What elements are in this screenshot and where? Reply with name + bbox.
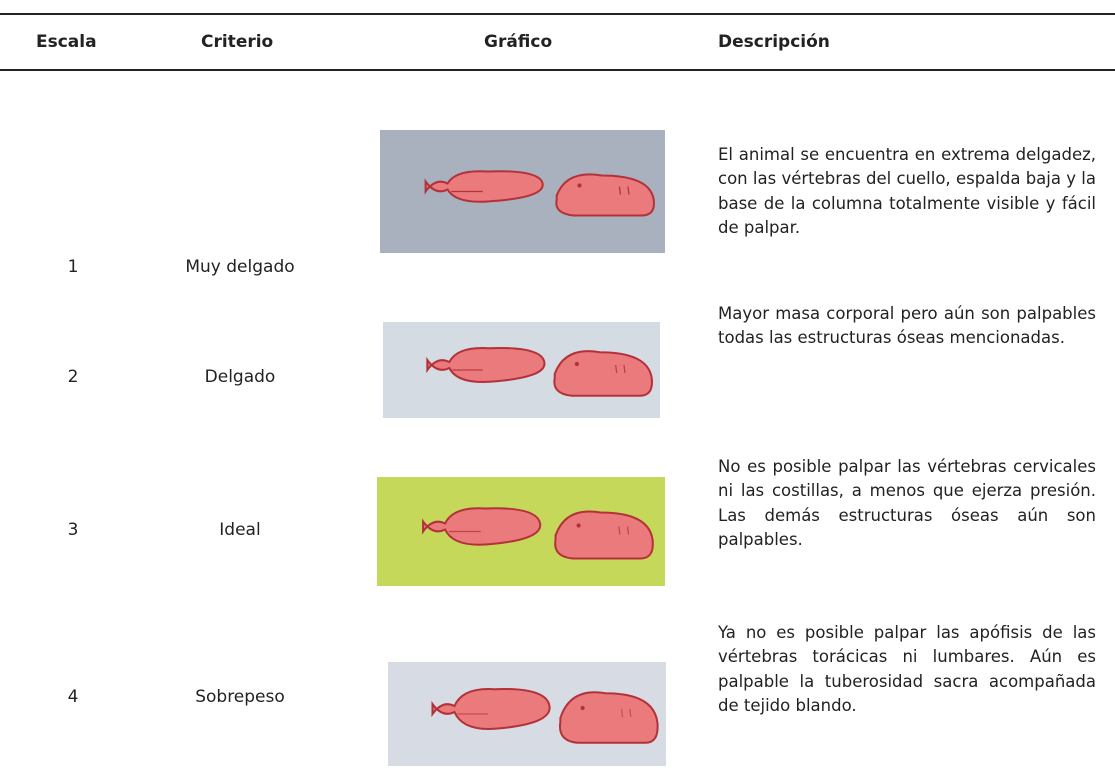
- top-rule: [0, 13, 1115, 15]
- graphic: [383, 322, 660, 418]
- description-cell: Ya no es posible palpar las apófisis de …: [718, 623, 1096, 715]
- column-header: Gráfico: [484, 32, 553, 52]
- scale-cell: 2: [67, 367, 79, 387]
- description-cell: El animal se encuentra en extrema delgad…: [718, 145, 1096, 237]
- header-rule: [0, 69, 1115, 71]
- graphic: [380, 130, 665, 253]
- scale-cell: 4: [67, 687, 79, 707]
- criterion-cell: Sobrepeso: [195, 687, 285, 707]
- description-cell: No es posible palpar las vértebras cervi…: [718, 457, 1096, 549]
- scale-cell: 1: [67, 257, 79, 277]
- column-header: Descripción: [718, 32, 830, 52]
- graphic: [377, 477, 665, 586]
- column-header: Criterio: [201, 32, 274, 52]
- description-cell: Mayor masa corporal pero aún son palpabl…: [718, 304, 1096, 348]
- criterion-cell: Ideal: [219, 520, 261, 540]
- graphic: [388, 662, 666, 766]
- criterion-cell: Delgado: [204, 367, 276, 387]
- criterion-cell: Muy delgado: [185, 257, 295, 277]
- column-header: Escala: [36, 32, 97, 52]
- scale-cell: 3: [67, 520, 79, 540]
